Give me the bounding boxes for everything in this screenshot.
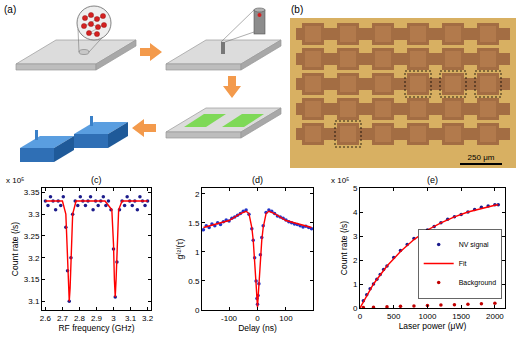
svg-text:100: 100 [279, 314, 293, 323]
svg-text:(c): (c) [91, 175, 102, 185]
svg-text:0: 0 [195, 306, 200, 315]
svg-text:3.2: 3.2 [142, 314, 154, 323]
svg-text:3.3: 3.3 [28, 210, 40, 219]
svg-text:RF frequency (GHz): RF frequency (GHz) [58, 323, 134, 333]
svg-text:3.25: 3.25 [24, 232, 40, 241]
svg-text:(a): (a) [4, 4, 16, 15]
svg-text:2.8: 2.8 [74, 314, 86, 323]
svg-text:(d): (d) [252, 175, 263, 185]
svg-text:2.9: 2.9 [91, 314, 103, 323]
svg-text:g⁽²⁾(τ): g⁽²⁾(τ) [175, 238, 185, 259]
svg-text:2000: 2000 [486, 312, 504, 321]
svg-text:x 10⁵: x 10⁵ [331, 176, 349, 185]
svg-text:0.5: 0.5 [188, 277, 200, 286]
svg-text:1.5: 1.5 [188, 219, 200, 228]
svg-text:3.2: 3.2 [28, 254, 40, 263]
svg-text:1500: 1500 [452, 312, 470, 321]
svg-text:Delay (ns): Delay (ns) [238, 323, 277, 333]
svg-text:NV signal: NV signal [459, 241, 489, 249]
svg-text:Fit: Fit [459, 260, 467, 267]
svg-text:Background: Background [459, 279, 496, 287]
svg-text:3: 3 [111, 314, 116, 323]
svg-text:1000: 1000 [419, 312, 437, 321]
svg-text:1: 1 [195, 248, 200, 257]
svg-text:3.1: 3.1 [125, 314, 137, 323]
svg-text:(b): (b) [291, 4, 303, 15]
svg-text:0: 0 [255, 314, 260, 323]
svg-text:Count rate (/s): Count rate (/s) [10, 222, 20, 276]
svg-text:5: 5 [353, 184, 358, 193]
svg-text:(e): (e) [427, 175, 438, 185]
svg-text:2: 2 [353, 256, 358, 265]
svg-text:2.6: 2.6 [40, 314, 52, 323]
svg-text:0: 0 [353, 304, 358, 313]
svg-text:4: 4 [353, 208, 358, 217]
svg-text:0: 0 [358, 312, 363, 321]
svg-text:3.35: 3.35 [24, 188, 40, 197]
svg-text:3.1: 3.1 [28, 297, 40, 306]
svg-text:3.15: 3.15 [24, 275, 40, 284]
svg-text:3: 3 [353, 232, 358, 241]
svg-text:500: 500 [387, 312, 401, 321]
svg-text:1: 1 [353, 280, 358, 289]
svg-text:2.7: 2.7 [57, 314, 69, 323]
svg-text:250 μm: 250 μm [468, 153, 495, 162]
svg-text:-100: -100 [221, 314, 238, 323]
svg-text:Laser power (μW): Laser power (μW) [399, 321, 467, 331]
svg-text:Count rate (/s): Count rate (/s) [339, 221, 349, 275]
svg-text:x 10⁵: x 10⁵ [6, 176, 24, 185]
svg-text:2: 2 [195, 190, 200, 199]
